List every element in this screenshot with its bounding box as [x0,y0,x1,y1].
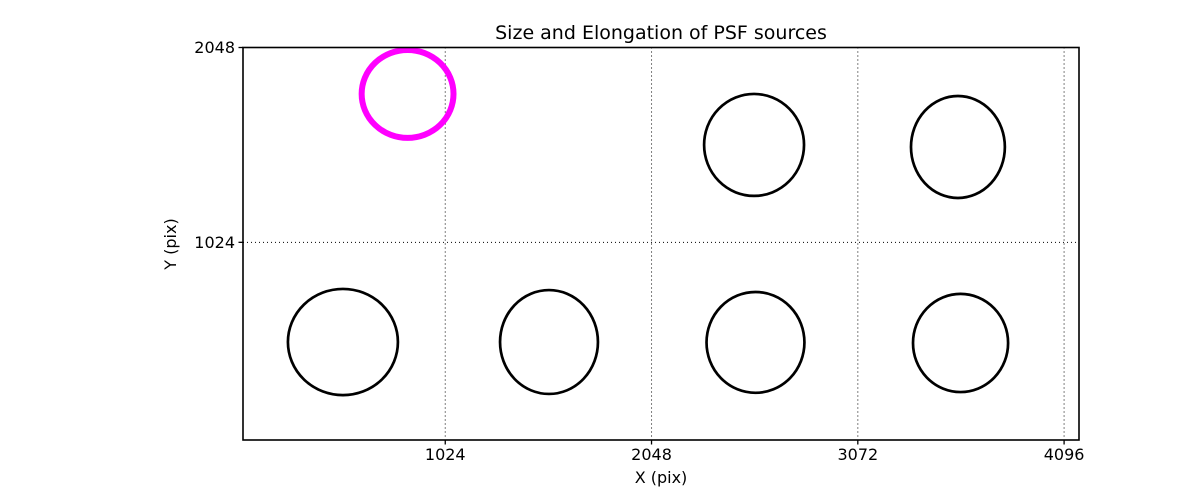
y-tick-label-2048: 2048 [194,38,235,57]
x-axis-label: X (pix) [635,468,688,487]
psf-ellipse [705,290,806,395]
psf-ellipse [911,292,1010,394]
x-tick-label-4096: 4096 [1044,445,1085,464]
x-tick-label-2048: 2048 [631,445,672,464]
gridlines [243,47,1079,440]
x-tick-label-1024: 1024 [425,445,466,464]
psf-ellipses [286,46,1010,397]
chart-title: Size and Elongation of PSF sources [495,22,827,44]
axis-ticks [238,46,1065,445]
psf-ellipse [909,94,1007,200]
psf-ellipse [498,288,600,396]
y-tick-label-1024: 1024 [194,233,235,252]
x-tick-label-3072: 3072 [837,445,878,464]
plot-border [242,46,1080,441]
flagged-psf-ellipse [358,46,457,141]
y-axis-label: Y (pix) [161,218,180,270]
psf-ellipse [286,287,400,397]
psf-ellipse [702,92,806,198]
axis-tick-labels: 1024 2048 3072 4096 1024 2048 [194,38,1084,464]
